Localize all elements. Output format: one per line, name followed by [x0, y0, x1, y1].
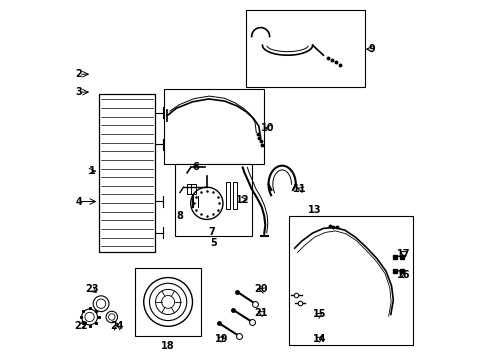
Text: 12: 12	[236, 195, 249, 205]
Text: 7: 7	[208, 227, 215, 237]
Bar	[187, 184, 191, 194]
Bar	[174, 164, 251, 235]
Text: 18: 18	[160, 341, 174, 351]
Bar	[191, 184, 195, 194]
Text: 23: 23	[85, 284, 99, 294]
Text: 6: 6	[192, 162, 199, 172]
Text: 2: 2	[75, 69, 82, 79]
Text: 11: 11	[293, 184, 306, 194]
Text: 22: 22	[75, 321, 88, 331]
Text: 4: 4	[75, 197, 82, 207]
Text: 10: 10	[261, 123, 274, 133]
Bar	[233, 182, 237, 209]
Text: 24: 24	[110, 321, 123, 331]
Text: 3: 3	[75, 87, 82, 97]
Text: 9: 9	[367, 44, 374, 54]
Text: 17: 17	[397, 248, 410, 258]
Text: 15: 15	[312, 310, 326, 319]
Bar	[163, 89, 264, 164]
Bar	[246, 10, 364, 87]
Bar	[289, 216, 412, 345]
Text: 20: 20	[253, 284, 267, 294]
Bar	[225, 182, 230, 209]
Text: 19: 19	[214, 333, 227, 343]
Text: 16: 16	[397, 270, 410, 280]
Text: 21: 21	[253, 308, 267, 318]
Text: 1: 1	[88, 166, 95, 176]
Text: 13: 13	[307, 206, 321, 216]
Text: 5: 5	[210, 238, 217, 248]
Text: 14: 14	[312, 333, 326, 343]
Text: 8: 8	[176, 211, 183, 221]
Bar	[135, 268, 201, 336]
Bar	[99, 94, 155, 252]
